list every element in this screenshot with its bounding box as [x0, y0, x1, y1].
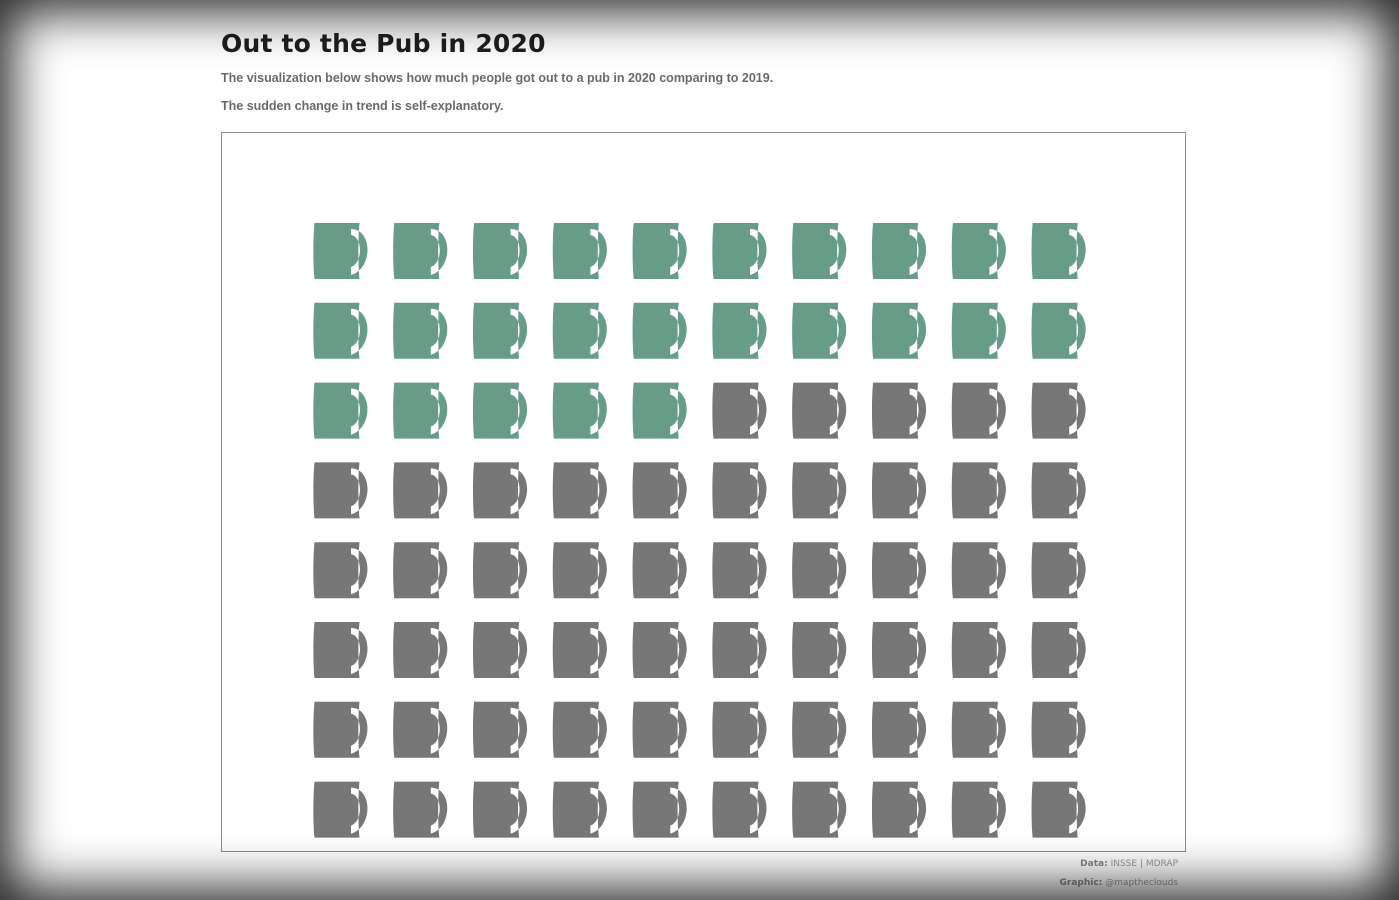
mug-icon-remaining — [393, 622, 448, 678]
mug-icon-remaining — [871, 781, 927, 838]
mug-icon-highlighted — [632, 223, 687, 279]
page-title: Out to the Pub in 2020 — [221, 29, 546, 58]
mug-icon-remaining — [871, 622, 927, 678]
mug-icon-highlighted — [552, 223, 607, 279]
mug-icon-remaining — [951, 701, 1006, 758]
data-credit-source: INSSE | MDRAP — [1110, 859, 1178, 869]
mug-icon-remaining — [472, 781, 528, 838]
mug-icon-remaining — [1031, 382, 1086, 439]
mug-icon-highlighted — [792, 223, 847, 279]
mug-icon-remaining — [313, 701, 368, 758]
mug-icon-remaining — [871, 462, 927, 519]
description-line-1: The visualization below shows how much p… — [221, 71, 774, 85]
mug-icon-remaining — [552, 701, 607, 758]
mug-icon-remaining — [792, 462, 847, 519]
mug-icon-remaining — [712, 622, 767, 678]
mug-icon-remaining — [951, 542, 1006, 599]
mug-icon-highlighted — [1031, 302, 1086, 359]
mug-icon-remaining — [712, 542, 767, 599]
mug-icon-remaining — [472, 701, 528, 758]
mug-icon-highlighted — [792, 302, 847, 359]
mug-icon-highlighted — [472, 382, 528, 439]
mug-icon-remaining — [313, 781, 368, 838]
mug-icon-remaining — [1031, 542, 1086, 599]
mug-icon-remaining — [313, 622, 368, 678]
data-credit: Data: INSSE | MDRAP — [1080, 859, 1178, 869]
mug-icon-highlighted — [552, 302, 607, 359]
mug-icon-remaining — [951, 462, 1006, 519]
mug-icon-remaining — [712, 462, 767, 519]
mug-icon-remaining — [712, 781, 767, 838]
mug-icon-highlighted — [1031, 223, 1086, 279]
mug-icon-remaining — [552, 542, 607, 599]
data-credit-label: Data: — [1080, 859, 1108, 869]
mug-icon-highlighted — [871, 302, 927, 359]
mug-icon-highlighted — [313, 223, 368, 279]
mug-icon-highlighted — [393, 302, 448, 359]
mug-icon-remaining — [792, 701, 847, 758]
mug-icon-remaining — [1031, 701, 1086, 758]
mug-icon-remaining — [951, 781, 1006, 838]
mug-icon-remaining — [632, 701, 687, 758]
mug-icon-remaining — [792, 781, 847, 838]
mug-icon-remaining — [632, 622, 687, 678]
mug-icon-highlighted — [951, 302, 1006, 359]
mug-icon-highlighted — [632, 302, 687, 359]
mug-icon-remaining — [1031, 622, 1086, 678]
mug-icon-remaining — [792, 542, 847, 599]
mug-icon-highlighted — [951, 223, 1006, 279]
graphic-credit: Graphic: @mapthe­clouds — [1060, 878, 1178, 888]
mug-icon-remaining — [393, 542, 448, 599]
mug-icon-remaining — [712, 382, 767, 439]
mug-icon-remaining — [393, 462, 448, 519]
mug-icon-highlighted — [552, 382, 607, 439]
mug-icon-remaining — [712, 701, 767, 758]
mug-icon-highlighted — [472, 223, 528, 279]
mug-icon-remaining — [552, 462, 607, 519]
mug-icon-remaining — [871, 382, 927, 439]
mug-icon-remaining — [871, 701, 927, 758]
mug-icon-remaining — [393, 781, 448, 838]
mug-icon-highlighted — [632, 382, 687, 439]
mug-icon-remaining — [393, 701, 448, 758]
graphic-credit-label: Graphic: — [1059, 878, 1103, 888]
mug-icon-highlighted — [313, 382, 368, 439]
mug-icon-highlighted — [712, 223, 767, 279]
mug-icon-remaining — [632, 781, 687, 838]
mug-icon-highlighted — [313, 302, 368, 359]
mug-icon-remaining — [951, 382, 1006, 439]
mug-icon-remaining — [632, 462, 687, 519]
mug-icon-highlighted — [712, 302, 767, 359]
mug-icon-remaining — [1031, 462, 1086, 519]
mug-icon-remaining — [792, 382, 847, 439]
mug-icon-remaining — [792, 622, 847, 678]
description-line-2: The sudden change in trend is self-expla… — [221, 99, 504, 113]
waffle-chart — [313, 223, 1086, 838]
mug-icon-remaining — [472, 542, 528, 599]
mug-icon-remaining — [472, 622, 528, 678]
mug-icon-remaining — [552, 781, 607, 838]
mug-icon-highlighted — [393, 382, 448, 439]
mug-icon-highlighted — [393, 223, 448, 279]
graphic-credit-author: @mapthe­clouds — [1105, 878, 1178, 888]
mug-icon-remaining — [472, 462, 528, 519]
mug-icon-remaining — [1031, 781, 1086, 838]
waffle-chart-frame — [221, 132, 1186, 852]
mug-icon-remaining — [951, 622, 1006, 678]
mug-icon-remaining — [313, 542, 368, 599]
mug-icon-remaining — [313, 462, 368, 519]
mug-icon-highlighted — [871, 223, 927, 279]
mug-icon-remaining — [871, 542, 927, 599]
mug-icon-remaining — [552, 622, 607, 678]
mug-icon-remaining — [632, 542, 687, 599]
mug-icon-highlighted — [472, 302, 528, 359]
